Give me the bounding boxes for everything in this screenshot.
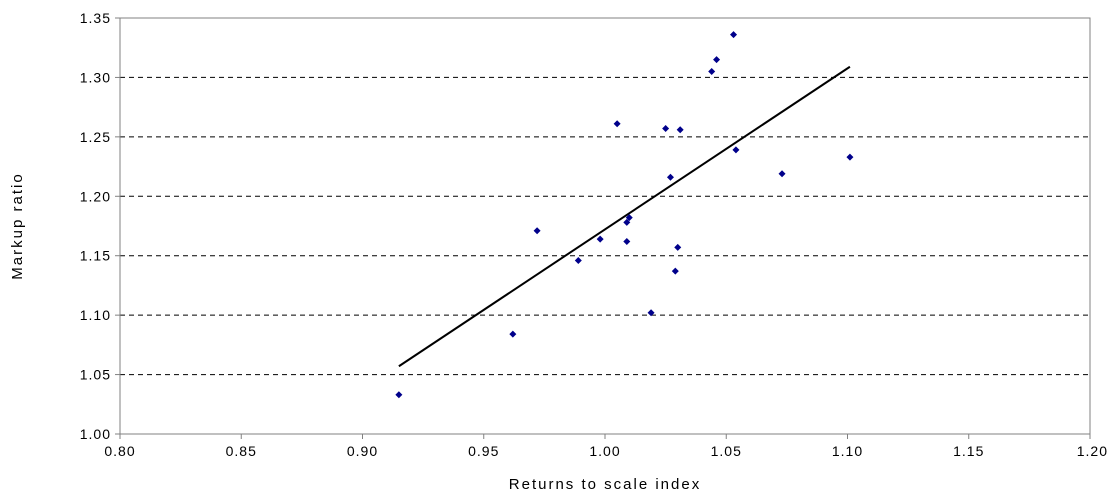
x-tick-label: 0.80 bbox=[104, 443, 135, 459]
data-point bbox=[623, 237, 631, 245]
y-tick-label: 1.00 bbox=[80, 426, 111, 442]
x-tick-label: 0.95 bbox=[468, 443, 499, 459]
data-point bbox=[509, 330, 517, 338]
data-point bbox=[533, 227, 541, 235]
data-point bbox=[625, 214, 633, 222]
data-point bbox=[574, 256, 582, 264]
data-point bbox=[732, 146, 740, 154]
x-tick-label: 1.05 bbox=[711, 443, 742, 459]
x-tick-label: 0.90 bbox=[347, 443, 378, 459]
y-tick-label: 1.05 bbox=[80, 367, 111, 383]
data-point bbox=[730, 31, 738, 39]
data-point bbox=[395, 391, 403, 399]
x-tick-label: 1.20 bbox=[1077, 443, 1108, 459]
data-point bbox=[676, 126, 684, 134]
data-point bbox=[666, 173, 674, 181]
y-tick-label: 1.35 bbox=[80, 10, 111, 26]
data-point bbox=[713, 56, 721, 64]
y-tick-label: 1.20 bbox=[80, 188, 111, 204]
data-point bbox=[662, 125, 670, 133]
axis-ticks bbox=[115, 17, 1091, 439]
trendline-layer bbox=[398, 65, 851, 368]
data-point bbox=[778, 170, 786, 178]
y-axis-title: Markup ratio bbox=[9, 172, 26, 279]
x-tick-label: 1.15 bbox=[953, 443, 984, 459]
y-tick-label: 1.30 bbox=[80, 69, 111, 85]
data-point bbox=[674, 243, 682, 251]
x-axis-title: Returns to scale index bbox=[509, 476, 701, 493]
data-point bbox=[613, 120, 621, 128]
data-point bbox=[596, 235, 604, 243]
data-point bbox=[647, 309, 655, 317]
tick-labels: 1.00 1.05 1.10 1.15 1.20 1.25 1.30 1.35 0.80 0.85… bbox=[80, 10, 1108, 459]
gridlines bbox=[120, 76, 1090, 376]
x-tick-label: 0.85 bbox=[226, 443, 257, 459]
trendline bbox=[398, 65, 851, 368]
y-tick-label: 1.25 bbox=[80, 129, 111, 145]
data-point bbox=[846, 153, 854, 161]
y-tick-label: 1.10 bbox=[80, 307, 111, 323]
data-point bbox=[671, 267, 679, 275]
x-tick-label: 1.00 bbox=[589, 443, 620, 459]
data-point bbox=[708, 67, 716, 75]
y-tick-label: 1.15 bbox=[80, 248, 111, 264]
plot-area-frame bbox=[119, 17, 1091, 435]
x-tick-label: 1.10 bbox=[832, 443, 863, 459]
data-point bbox=[623, 218, 631, 226]
data-points bbox=[395, 31, 854, 399]
